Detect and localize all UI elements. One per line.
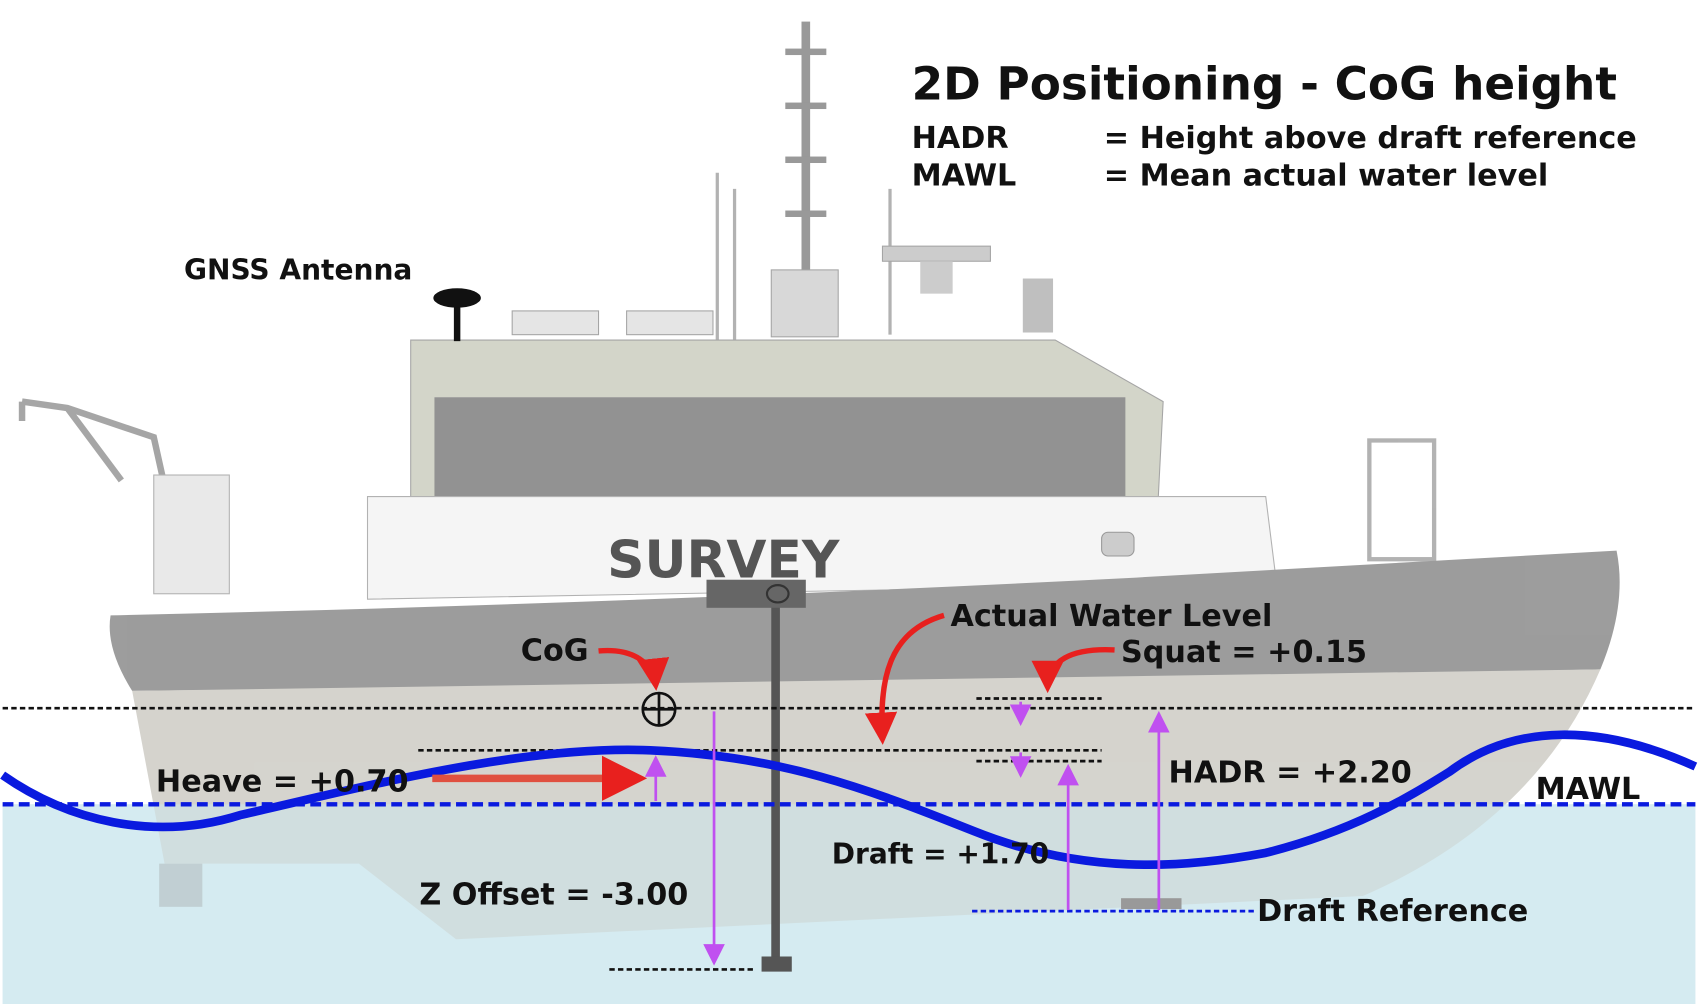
squat-callout-arrow — [1031, 647, 1115, 694]
draft-label: Draft = +1.70 — [832, 838, 1049, 871]
actual-water-level-callout-arrow — [864, 612, 945, 745]
z-offset-label: Z Offset = -3.00 — [419, 878, 688, 913]
legend-abbr-mawl: MAWL — [912, 159, 1017, 194]
transducer-pole — [771, 591, 780, 965]
cog-marker-icon — [641, 691, 677, 727]
draft-reference-label: Draft Reference — [1257, 894, 1528, 929]
cog-callout-arrow — [598, 647, 670, 691]
page-title: 2D Positioning - CoG height — [912, 57, 1617, 110]
gnss-antenna-icon — [433, 288, 481, 342]
actual-water-level-label: Actual Water Level — [950, 599, 1272, 634]
mawl-label: MAWL — [1536, 772, 1641, 807]
hadr-label: HADR = +2.20 — [1169, 756, 1412, 791]
measurement-arrows — [644, 701, 1170, 966]
legend-def-mawl: = Mean actual water level — [1104, 159, 1548, 194]
heave-label: Heave = +0.70 — [156, 764, 409, 799]
wave-curve — [0, 730, 1698, 870]
squat-label: Squat = +0.15 — [1121, 635, 1367, 670]
gnss-antenna-label: GNSS Antenna — [184, 254, 412, 287]
callout-arrows — [432, 612, 1115, 802]
cog-label: CoG — [521, 634, 589, 669]
legend-abbr-hadr: HADR — [912, 121, 1009, 156]
legend-def-hadr: = Height above draft reference — [1104, 121, 1637, 156]
